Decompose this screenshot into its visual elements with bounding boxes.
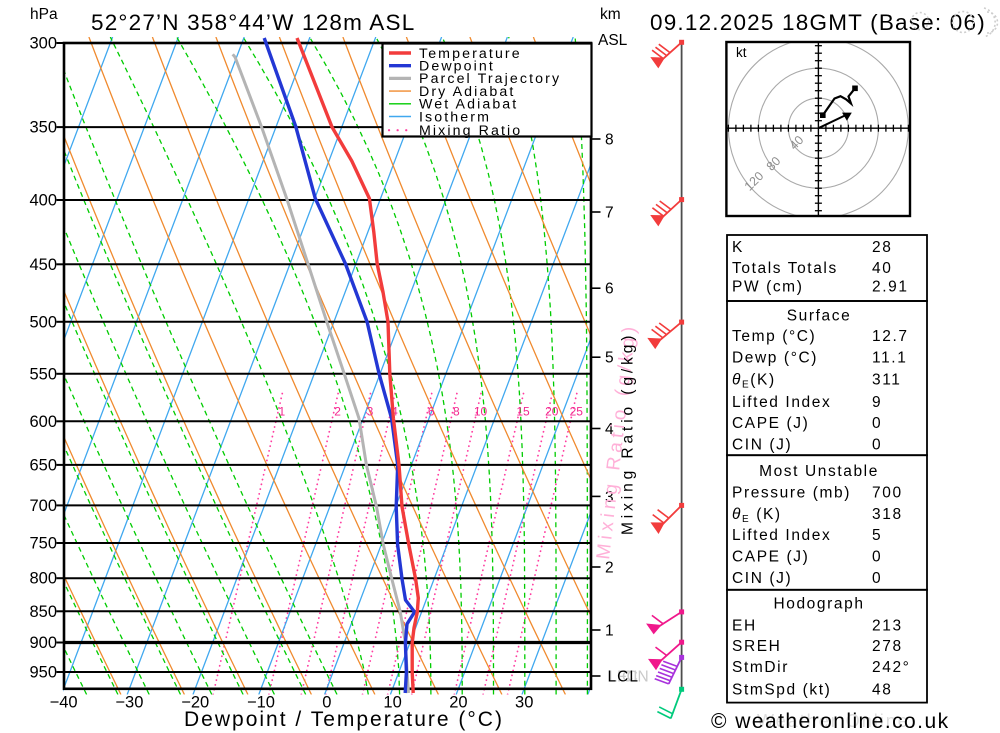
svg-text:09.12.2025 18GMT (Base: 06): 09.12.2025 18GMT (Base: 06) bbox=[650, 10, 986, 35]
svg-text:Dewpoint: Dewpoint bbox=[419, 59, 495, 75]
svg-text:Temp (°C): Temp (°C) bbox=[732, 328, 816, 345]
svg-text:θE(K): θE(K) bbox=[732, 372, 776, 391]
svg-text:0: 0 bbox=[872, 415, 882, 432]
svg-text:318: 318 bbox=[872, 506, 903, 523]
svg-text:ASL: ASL bbox=[598, 32, 628, 49]
svg-text:PW (cm): PW (cm) bbox=[732, 279, 803, 296]
svg-text:3: 3 bbox=[367, 405, 374, 419]
svg-text:Dewp (°C): Dewp (°C) bbox=[732, 350, 818, 367]
svg-text:20: 20 bbox=[449, 694, 467, 712]
svg-text:kt: kt bbox=[736, 45, 747, 60]
svg-text:Lifted Index: Lifted Index bbox=[732, 394, 831, 411]
svg-text:11.1: 11.1 bbox=[872, 350, 907, 367]
svg-text:−20: −20 bbox=[181, 694, 209, 712]
svg-text:6: 6 bbox=[428, 405, 435, 419]
svg-text:−40: −40 bbox=[50, 694, 78, 712]
svg-text:© weatheronline.co.uk: © weatheronline.co.uk bbox=[711, 710, 950, 733]
svg-text:hPa: hPa bbox=[30, 6, 58, 23]
svg-text:CIN (J): CIN (J) bbox=[732, 570, 792, 587]
svg-text:K: K bbox=[732, 239, 744, 256]
svg-text:θE (K): θE (K) bbox=[732, 506, 782, 525]
svg-text:950: 950 bbox=[29, 664, 57, 682]
svg-text:48: 48 bbox=[872, 681, 892, 698]
svg-text:550: 550 bbox=[29, 365, 57, 383]
svg-text:52°27’N 358°44’W 128m ASL: 52°27’N 358°44’W 128m ASL bbox=[91, 10, 415, 35]
svg-text:28: 28 bbox=[872, 239, 892, 256]
svg-text:Dewpoint / Temperature (°C): Dewpoint / Temperature (°C) bbox=[184, 708, 504, 731]
svg-text:Wet Adiabat: Wet Adiabat bbox=[419, 97, 518, 113]
svg-text:5: 5 bbox=[872, 527, 882, 544]
svg-text:2.91: 2.91 bbox=[872, 279, 909, 296]
svg-text:12.7: 12.7 bbox=[872, 328, 909, 345]
svg-text:450: 450 bbox=[29, 256, 57, 274]
svg-text:Isotherm: Isotherm bbox=[419, 109, 491, 125]
svg-text:Pressure (mb): Pressure (mb) bbox=[732, 484, 851, 501]
svg-text:LCL: LCL bbox=[608, 669, 639, 686]
svg-text:350: 350 bbox=[29, 119, 57, 137]
svg-text:CIN (J): CIN (J) bbox=[732, 436, 792, 453]
svg-text:9: 9 bbox=[872, 394, 882, 411]
svg-text:650: 650 bbox=[29, 456, 57, 474]
svg-text:StmDir: StmDir bbox=[732, 659, 789, 676]
svg-text:6: 6 bbox=[605, 281, 614, 298]
svg-text:8: 8 bbox=[453, 405, 460, 419]
svg-text:2: 2 bbox=[605, 560, 614, 577]
svg-text:4: 4 bbox=[391, 405, 398, 419]
svg-text:SREH: SREH bbox=[732, 638, 781, 655]
svg-text:25: 25 bbox=[570, 405, 584, 419]
svg-text:40: 40 bbox=[872, 260, 892, 277]
svg-text:Lifted Index: Lifted Index bbox=[732, 527, 831, 544]
svg-text:700: 700 bbox=[29, 497, 57, 515]
svg-text:Temperature: Temperature bbox=[419, 46, 522, 62]
svg-text:1: 1 bbox=[605, 623, 614, 640]
svg-text:30: 30 bbox=[515, 694, 533, 712]
svg-text:7: 7 bbox=[605, 205, 614, 222]
svg-text:Mixing Ratio (g/kg): Mixing Ratio (g/kg) bbox=[620, 332, 637, 535]
svg-text:StmSpd (kt): StmSpd (kt) bbox=[732, 681, 831, 698]
svg-text:EH: EH bbox=[732, 618, 757, 635]
svg-text:−30: −30 bbox=[115, 694, 143, 712]
svg-text:0: 0 bbox=[872, 570, 882, 587]
svg-text:10: 10 bbox=[383, 694, 401, 712]
svg-text:10: 10 bbox=[474, 405, 488, 419]
svg-text:1: 1 bbox=[278, 405, 285, 419]
svg-text:500: 500 bbox=[29, 313, 57, 331]
svg-text:0: 0 bbox=[322, 694, 331, 712]
svg-text:0: 0 bbox=[872, 549, 882, 566]
svg-text:800: 800 bbox=[29, 570, 57, 588]
svg-text:300: 300 bbox=[29, 35, 57, 53]
svg-text:278: 278 bbox=[872, 638, 903, 655]
svg-text:Weather Online: Weather Online bbox=[757, 711, 910, 731]
svg-text:Totals Totals: Totals Totals bbox=[732, 260, 838, 277]
svg-text:Most Unstable: Most Unstable bbox=[759, 463, 879, 480]
svg-text:750: 750 bbox=[29, 535, 57, 553]
svg-text:Hodograph: Hodograph bbox=[773, 596, 864, 613]
svg-text:850: 850 bbox=[29, 603, 57, 621]
svg-text:Parcel Trajectory: Parcel Trajectory bbox=[419, 71, 561, 87]
svg-text:4: 4 bbox=[605, 421, 614, 438]
svg-text:km: km bbox=[600, 6, 621, 23]
svg-text:600: 600 bbox=[29, 413, 57, 431]
svg-text:LFC: LFC bbox=[609, 669, 638, 686]
svg-text:242°: 242° bbox=[872, 659, 910, 676]
svg-text:400: 400 bbox=[29, 192, 57, 210]
svg-text:8: 8 bbox=[605, 132, 614, 149]
svg-text:311: 311 bbox=[872, 372, 902, 389]
svg-text:20: 20 bbox=[545, 405, 559, 419]
svg-text:CAPE (J): CAPE (J) bbox=[732, 549, 809, 566]
svg-text:213: 213 bbox=[872, 618, 903, 635]
svg-text:900: 900 bbox=[29, 634, 57, 652]
svg-text:700: 700 bbox=[872, 484, 903, 501]
svg-text:−10: −10 bbox=[247, 694, 275, 712]
svg-text:15: 15 bbox=[516, 405, 530, 419]
svg-text:CIN: CIN bbox=[622, 669, 649, 686]
svg-text:Mixing Ratio: Mixing Ratio bbox=[419, 123, 522, 139]
svg-text:0: 0 bbox=[872, 436, 882, 453]
svg-text:Dry Adiabat: Dry Adiabat bbox=[419, 84, 515, 100]
svg-text:2: 2 bbox=[334, 405, 341, 419]
svg-text:CAPE (J): CAPE (J) bbox=[732, 415, 809, 432]
svg-text:3: 3 bbox=[605, 489, 614, 506]
svg-text:Surface: Surface bbox=[787, 308, 852, 325]
svg-text:5: 5 bbox=[605, 350, 614, 367]
